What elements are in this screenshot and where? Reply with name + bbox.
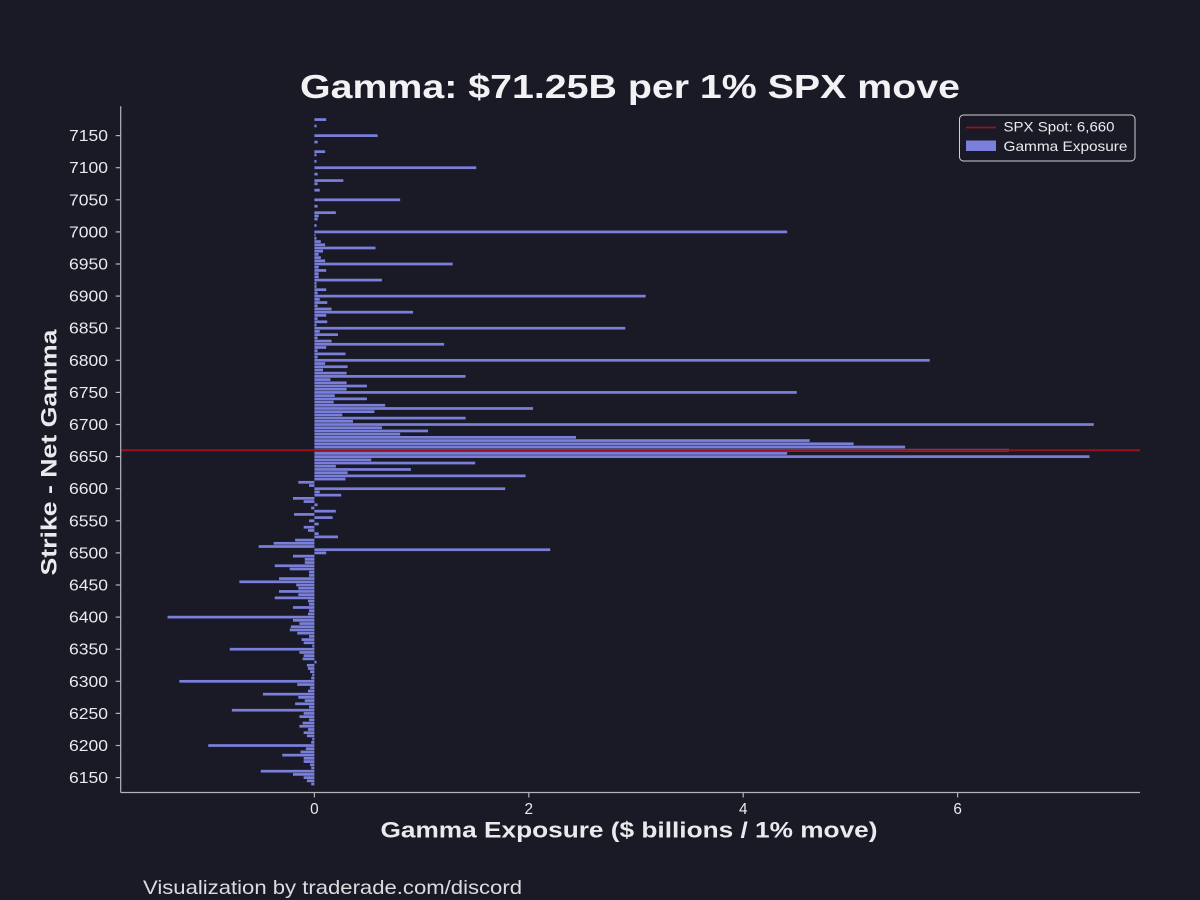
svg-text:6350: 6350 [69,642,108,659]
svg-text:6700: 6700 [69,417,108,434]
svg-text:6750: 6750 [69,385,108,402]
svg-text:0: 0 [310,801,319,818]
svg-text:6900: 6900 [69,289,108,306]
svg-text:Gamma Exposure: Gamma Exposure [1004,138,1128,154]
svg-text:6850: 6850 [69,321,108,338]
svg-text:Visualization by traderade.com: Visualization by traderade.com/discord [143,877,522,899]
svg-text:6650: 6650 [69,449,108,466]
svg-text:6250: 6250 [69,706,108,723]
svg-text:6500: 6500 [69,545,108,562]
svg-text:6550: 6550 [69,513,108,530]
svg-text:Strike - Net Gamma: Strike - Net Gamma [37,329,62,576]
svg-text:6400: 6400 [69,610,108,627]
svg-text:7150: 7150 [69,128,108,145]
svg-text:6800: 6800 [69,353,108,370]
svg-text:6450: 6450 [69,578,108,595]
svg-text:6600: 6600 [69,481,108,498]
svg-text:Gamma Exposure ($ billions / 1: Gamma Exposure ($ billions / 1% move) [381,818,878,843]
svg-text:7100: 7100 [69,160,108,177]
svg-text:7050: 7050 [69,192,108,209]
svg-text:6950: 6950 [69,257,108,274]
svg-text:6300: 6300 [69,674,108,691]
svg-text:6200: 6200 [69,738,108,755]
svg-text:2: 2 [525,801,534,818]
svg-text:Gamma: $71.25B per 1% SPX move: Gamma: $71.25B per 1% SPX move [300,69,960,106]
svg-text:7000: 7000 [69,224,108,241]
svg-text:SPX Spot: 6,660: SPX Spot: 6,660 [1004,119,1115,135]
svg-text:4: 4 [739,801,748,818]
svg-text:6150: 6150 [69,770,108,787]
svg-text:6: 6 [953,801,962,818]
